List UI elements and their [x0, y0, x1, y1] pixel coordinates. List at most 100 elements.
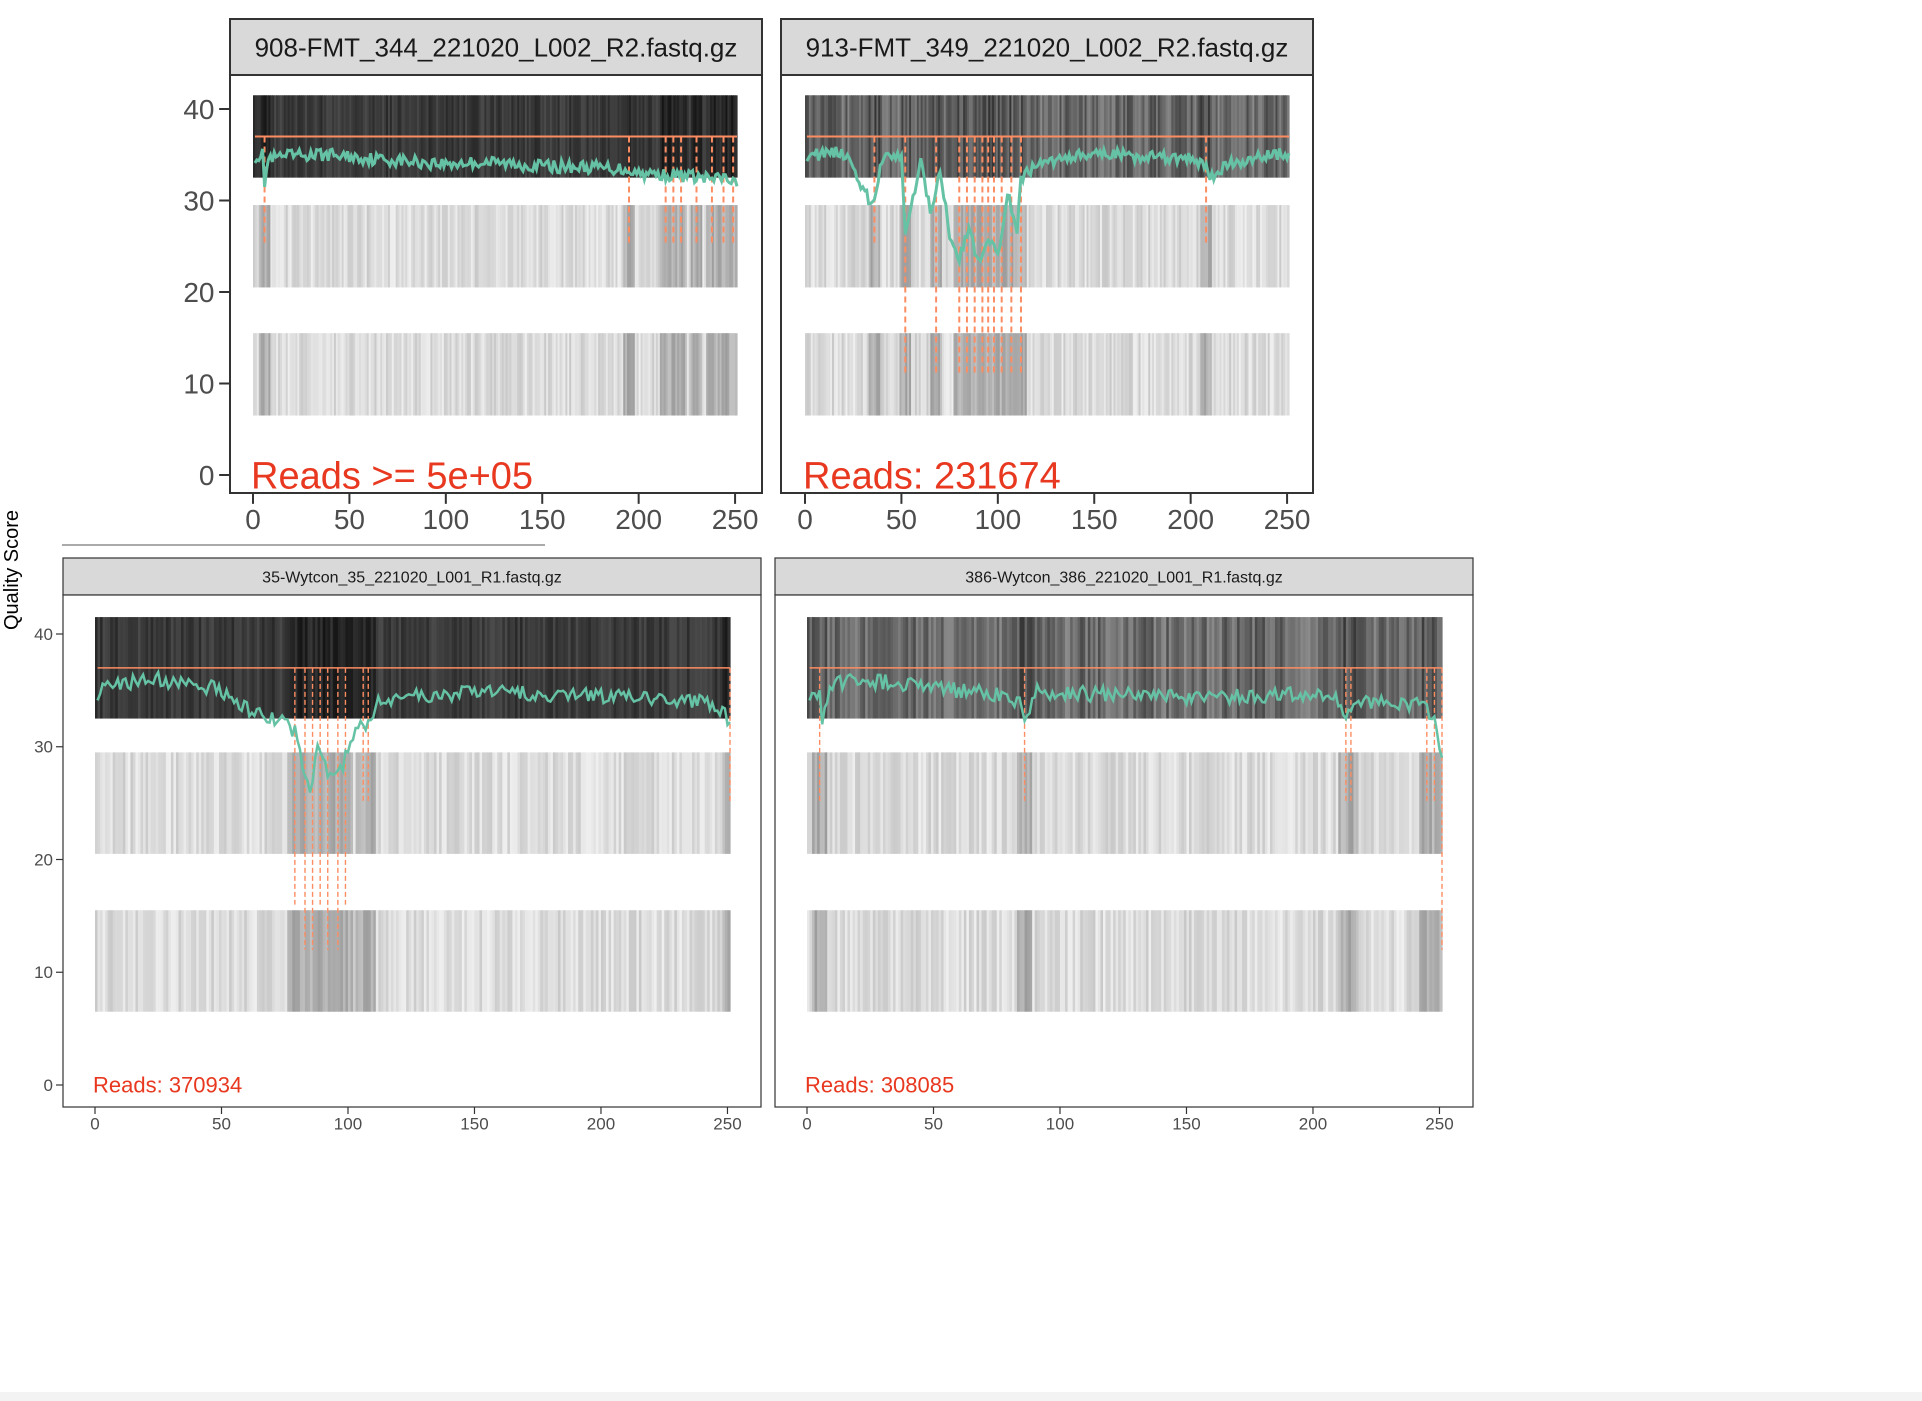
heat-cell	[350, 910, 354, 1012]
y-tick-label: 40	[183, 94, 214, 125]
heat-cell	[1262, 910, 1266, 1012]
heat-cell	[1275, 910, 1279, 1012]
heat-cell	[1166, 910, 1170, 1012]
heat-cell	[847, 205, 850, 288]
heat-cell	[422, 333, 426, 416]
heat-cell	[824, 910, 828, 1012]
heat-cell	[302, 752, 306, 854]
heat-cell	[224, 910, 228, 1012]
heat-cell	[580, 910, 584, 1012]
heat-cell	[684, 752, 688, 854]
heat-cell	[1161, 205, 1165, 288]
heat-cell	[181, 752, 185, 854]
heat-cell	[1065, 910, 1069, 1012]
heat-cell	[1158, 752, 1162, 854]
heat-cell	[285, 205, 289, 288]
heat-cell	[267, 752, 271, 854]
heat-cell	[1138, 333, 1142, 416]
heat-cell	[679, 752, 683, 854]
heat-cell	[403, 205, 406, 288]
heat-cell	[1388, 910, 1393, 1012]
heat-cell	[1434, 910, 1438, 1012]
heat-cell	[226, 910, 230, 1012]
heat-cell	[1095, 910, 1099, 1012]
heat-cell	[606, 910, 610, 1012]
heat-cell	[535, 752, 539, 854]
heat-cell	[1219, 910, 1223, 1012]
heat-cell	[550, 752, 554, 854]
heat-cell	[1315, 752, 1319, 854]
heat-cell	[1215, 333, 1219, 416]
heat-cell	[120, 752, 124, 854]
heat-cell	[335, 752, 339, 854]
heat-cell	[984, 333, 987, 416]
heat-cell	[953, 910, 957, 1012]
x-tick-label: 100	[1046, 1114, 1074, 1133]
heat-cell	[692, 910, 696, 1012]
heat-cell	[1096, 205, 1099, 288]
heat-cell	[1024, 752, 1028, 854]
heat-cell	[318, 205, 322, 288]
x-tick-label: 150	[1071, 504, 1118, 535]
heat-cell	[1014, 752, 1018, 854]
heat-cell	[1113, 752, 1117, 854]
heat-cell	[1059, 752, 1064, 854]
heat-cell	[857, 910, 861, 1012]
heat-cell	[837, 752, 841, 854]
heat-cell	[1054, 910, 1059, 1012]
x-tick-label: 200	[587, 1114, 615, 1133]
heat-cell	[1363, 752, 1367, 854]
heat-cell	[1198, 333, 1201, 416]
heat-cell	[986, 910, 990, 1012]
heat-cell	[155, 752, 159, 854]
heat-cell	[1269, 333, 1273, 416]
heat-cell	[1015, 333, 1018, 416]
heat-cell	[1196, 333, 1199, 416]
heat-cell	[973, 752, 978, 854]
heat-cell	[1121, 333, 1124, 416]
heat-cell	[722, 910, 726, 1012]
heat-cell	[586, 333, 590, 416]
heat-cell	[351, 205, 354, 288]
heat-cell	[1125, 333, 1128, 416]
heat-cell	[1204, 910, 1208, 1012]
heat-cell	[545, 752, 549, 854]
heat-cell	[1034, 333, 1037, 416]
heat-cell	[583, 752, 587, 854]
heat-cell	[895, 752, 899, 854]
heat-cell	[112, 910, 116, 1012]
heat-cell	[820, 205, 823, 288]
heat-cell	[633, 752, 637, 854]
heat-cell	[1345, 910, 1349, 1012]
heat-cell	[868, 205, 872, 288]
heat-cell	[306, 205, 310, 288]
heat-cell	[335, 333, 339, 416]
heat-cell	[1015, 205, 1018, 288]
heat-cell	[868, 333, 872, 416]
heat-cell	[1032, 205, 1036, 288]
heat-cell	[596, 333, 599, 416]
heat-cell	[1061, 205, 1064, 288]
heat-cell	[1350, 910, 1355, 1012]
heat-cell	[1006, 752, 1010, 854]
heat-cell	[305, 333, 308, 416]
heat-cell	[1153, 752, 1157, 854]
heat-cell	[1429, 910, 1433, 1012]
heat-cell	[208, 910, 212, 1012]
heat-cell	[559, 205, 563, 288]
heat-cell	[522, 205, 526, 288]
heat-cell	[324, 205, 327, 288]
heat-cell	[413, 752, 417, 854]
heat-cell	[502, 752, 506, 854]
heat-cell	[102, 910, 106, 1012]
heat-cell	[920, 910, 924, 1012]
heat-cell	[702, 752, 706, 854]
heat-cell	[1409, 910, 1413, 1012]
heat-cell	[991, 752, 995, 854]
heat-cell	[1277, 910, 1281, 1012]
heat-cell	[1217, 333, 1221, 416]
heat-cell	[1059, 910, 1064, 1012]
heat-cell	[1248, 205, 1252, 288]
heat-cell	[1144, 205, 1147, 288]
heat-cell	[358, 752, 362, 854]
